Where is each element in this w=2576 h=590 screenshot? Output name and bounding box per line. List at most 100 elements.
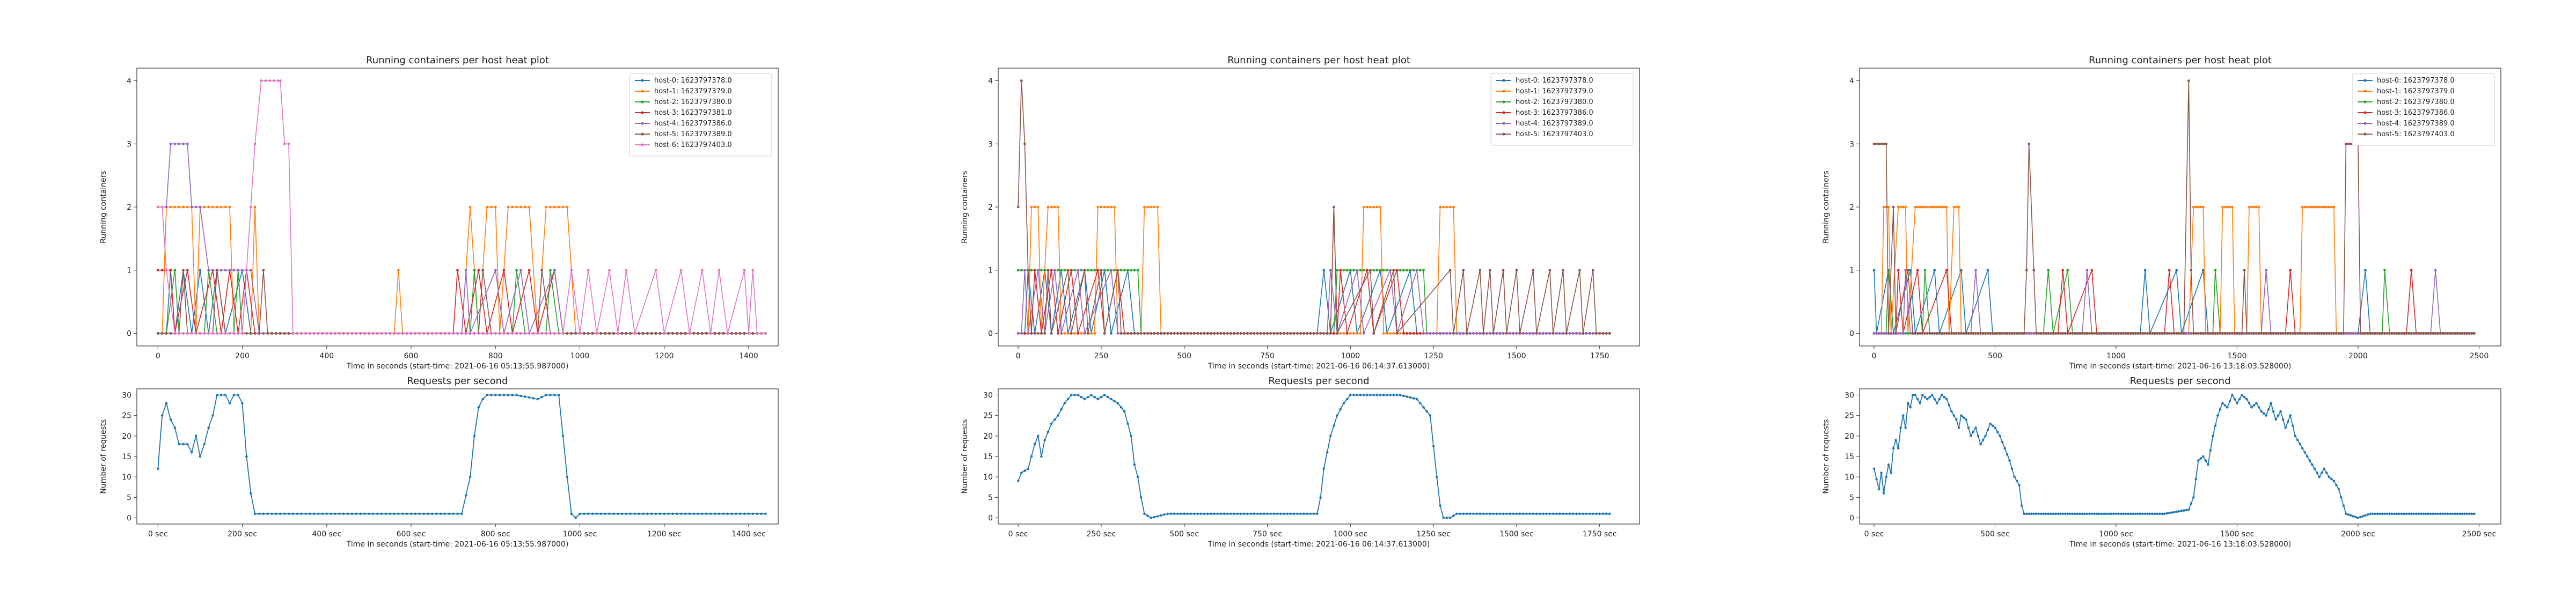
requests-data-point [1904, 426, 1907, 429]
host-data-point [1080, 269, 1083, 272]
host-data-point [667, 332, 670, 335]
requests-data-point [355, 512, 358, 515]
host-data-point [679, 332, 683, 335]
host-data-point [1369, 205, 1372, 209]
host-data-point [2015, 332, 2018, 335]
host-data-point [1933, 332, 1936, 335]
requests-data-point [553, 394, 556, 396]
host-data-point [266, 332, 269, 335]
y-tick-label: 5 [1849, 493, 1854, 502]
requests-data-point [2325, 471, 2328, 474]
host-data-point [620, 332, 624, 335]
host-data-point [2412, 332, 2416, 335]
host-data-point [1020, 269, 1023, 272]
host-data-point [2054, 332, 2057, 335]
requests-data-point [574, 517, 577, 519]
host-data-point [1406, 332, 1409, 335]
host-data-point [1033, 205, 1036, 209]
requests-data-point [713, 512, 716, 515]
host-data-point [1521, 332, 1525, 335]
legend-marker [2363, 132, 2367, 136]
requests-data-point [697, 512, 699, 515]
host-data-point [1395, 332, 1399, 335]
host-data-point [1066, 269, 1070, 272]
host-data-point [2352, 332, 2355, 335]
host-data-point [2153, 332, 2156, 335]
host-data-point [237, 332, 240, 335]
host-data-point [2132, 332, 2135, 335]
host-data-point [2313, 332, 2316, 335]
requests-data-point [250, 492, 252, 495]
host-data-point [1329, 269, 1332, 272]
host-data-point [219, 332, 223, 335]
host-data-point [439, 332, 442, 335]
legend-marker [641, 90, 644, 93]
host-data-point [2066, 332, 2069, 335]
host-data-point [1352, 332, 1355, 335]
host-data-point [1916, 332, 1919, 335]
host-data-point [2245, 332, 2248, 335]
host-data-point [1386, 332, 1388, 335]
requests-data-point [2132, 512, 2134, 515]
host-data-point [2020, 332, 2023, 335]
host-data-point [1582, 332, 1585, 335]
x-tick-label: 1000 sec [2099, 530, 2133, 539]
host-data-point [1882, 332, 1885, 335]
host-data-point [2340, 332, 2343, 335]
host-data-point [1296, 332, 1299, 335]
host-data-point [287, 142, 290, 145]
requests-data-point [464, 494, 467, 497]
requests-data-point [1485, 512, 1488, 515]
host-data-point [490, 205, 493, 209]
host-data-point [1256, 332, 1259, 335]
requests-data-point [2381, 512, 2384, 515]
host-data-point [2187, 332, 2190, 335]
requests-data-point [2095, 512, 2098, 515]
host-data-point [1279, 332, 1282, 335]
requests-data-point [629, 512, 632, 515]
host-data-point [2250, 332, 2253, 335]
host-data-point [1395, 269, 1399, 272]
host-data-point [2453, 332, 2456, 335]
requests-data-point [1336, 414, 1338, 417]
host-data-point [2403, 332, 2405, 335]
requests-data-point [1890, 471, 1892, 474]
requests-data-point [1279, 512, 1282, 515]
requests-data-point [1043, 439, 1046, 441]
legend-entry: host-0: 1623797378.0 [654, 77, 732, 85]
host-data-point [553, 332, 556, 335]
host-data-point [494, 269, 497, 272]
y-tick-label: 25 [983, 412, 993, 421]
host-data-point [1096, 205, 1100, 209]
requests-data-point [2432, 512, 2435, 515]
chart-title: Requests per second [1268, 375, 1369, 387]
requests-data-point [2274, 418, 2277, 421]
requests-data-point [2279, 410, 2282, 413]
requests-data-point [2074, 512, 2076, 515]
requests-data-point [2030, 512, 2033, 515]
requests-data-point [334, 512, 336, 515]
host-data-point [2274, 332, 2277, 335]
host-data-point [1093, 332, 1096, 335]
requests-data-point [275, 512, 277, 515]
host-data-point [228, 269, 231, 272]
host-data-point [1974, 332, 1977, 335]
requests-data-point [2151, 512, 2154, 515]
host-data-point [228, 205, 231, 209]
requests-data-point [1974, 426, 1977, 429]
requests-data-point [321, 512, 324, 515]
requests-data-point [519, 394, 522, 397]
host-data-point [1885, 142, 1888, 145]
host-data-point [1093, 269, 1096, 272]
requests-line [1874, 394, 2475, 519]
host-data-point [1875, 332, 1878, 335]
host-data-point [376, 332, 379, 335]
host-data-point [1375, 269, 1379, 272]
host-data-point [2199, 205, 2202, 209]
requests-data-point [431, 512, 434, 515]
host-data-point [549, 205, 552, 209]
requests-data-point [1057, 414, 1059, 417]
host-data-point [169, 269, 172, 272]
requests-data-point [2354, 515, 2357, 519]
requests-data-point [2345, 512, 2347, 515]
